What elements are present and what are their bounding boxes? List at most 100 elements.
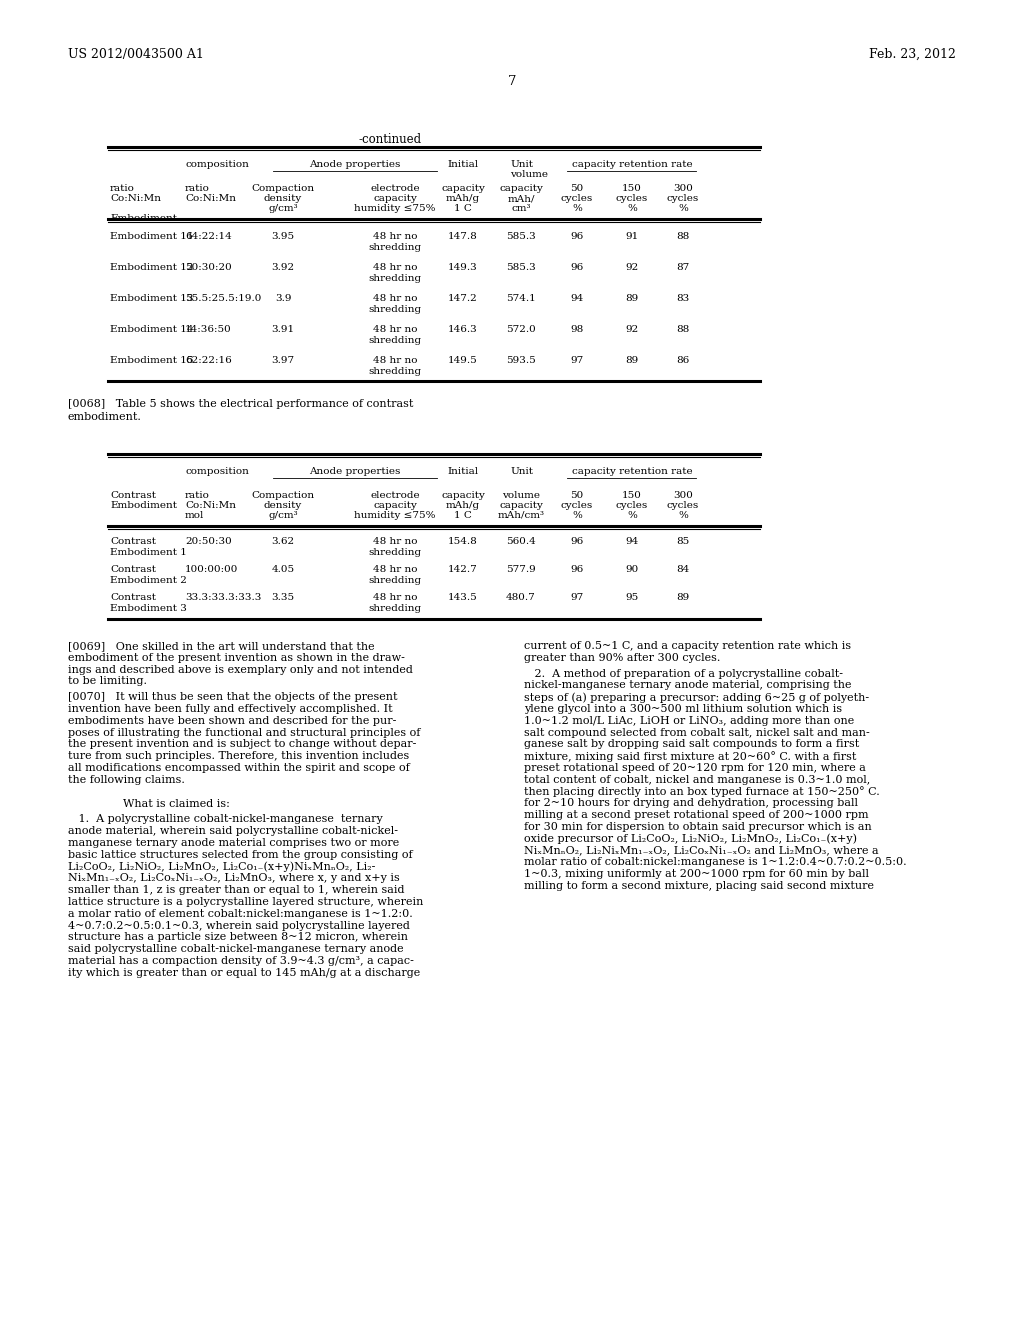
Text: 1 C: 1 C — [454, 205, 472, 213]
Text: 48 hr no: 48 hr no — [373, 356, 417, 366]
Text: a molar ratio of element cobalt:nickel:manganese is 1~1.2:0.: a molar ratio of element cobalt:nickel:m… — [68, 908, 413, 919]
Text: 64:22:14: 64:22:14 — [185, 232, 231, 242]
Text: 83: 83 — [677, 294, 689, 304]
Text: Anode properties: Anode properties — [309, 160, 400, 169]
Text: 96: 96 — [570, 565, 584, 574]
Text: structure has a particle size between 8~12 micron, wherein: structure has a particle size between 8~… — [68, 932, 408, 942]
Text: said polycrystalline cobalt-nickel-manganese ternary anode: said polycrystalline cobalt-nickel-manga… — [68, 944, 403, 954]
Text: 147.8: 147.8 — [449, 232, 478, 242]
Text: steps of (a) preparing a precursor: adding 6~25 g of polyeth-: steps of (a) preparing a precursor: addi… — [524, 692, 869, 702]
Text: 50: 50 — [570, 183, 584, 193]
Text: nickel-manganese ternary anode material, comprising the: nickel-manganese ternary anode material,… — [524, 680, 852, 690]
Text: lattice structure is a polycrystalline layered structure, wherein: lattice structure is a polycrystalline l… — [68, 898, 423, 907]
Text: shredding: shredding — [369, 243, 422, 252]
Text: 48 hr no: 48 hr no — [373, 294, 417, 304]
Text: 100:00:00: 100:00:00 — [185, 565, 239, 574]
Text: 147.2: 147.2 — [449, 294, 478, 304]
Text: Co:Ni:Mn: Co:Ni:Mn — [185, 502, 236, 510]
Text: capacity: capacity — [373, 502, 417, 510]
Text: ture from such principles. Therefore, this invention includes: ture from such principles. Therefore, th… — [68, 751, 410, 762]
Text: 149.3: 149.3 — [449, 263, 478, 272]
Text: 89: 89 — [626, 294, 639, 304]
Text: 96: 96 — [570, 232, 584, 242]
Text: mAh/g: mAh/g — [445, 502, 480, 510]
Text: Embodiment 3: Embodiment 3 — [110, 605, 186, 612]
Text: 585.3: 585.3 — [506, 232, 536, 242]
Text: 142.7: 142.7 — [449, 565, 478, 574]
Text: 48 hr no: 48 hr no — [373, 263, 417, 272]
Text: 1.  A polycrystalline cobalt-nickel-manganese  ternary: 1. A polycrystalline cobalt-nickel-manga… — [68, 814, 383, 825]
Text: 3.9: 3.9 — [274, 294, 291, 304]
Text: 1 C: 1 C — [454, 511, 472, 520]
Text: ylene glycol into a 300~500 ml lithium solution which is: ylene glycol into a 300~500 ml lithium s… — [524, 704, 842, 714]
Text: 88: 88 — [677, 232, 689, 242]
Text: cycles: cycles — [615, 502, 648, 510]
Text: 97: 97 — [570, 593, 584, 602]
Text: shredding: shredding — [369, 576, 422, 585]
Text: NiₓMnₙO₂, Li₂NiₓMn₁₋ₓO₂, Li₂CoₓNi₁₋ₓO₂ and Li₂MnO₃, where a: NiₓMnₙO₂, Li₂NiₓMn₁₋ₓO₂, Li₂CoₓNi₁₋ₓO₂ a… — [524, 846, 879, 855]
Text: for 2~10 hours for drying and dehydration, processing ball: for 2~10 hours for drying and dehydratio… — [524, 799, 858, 808]
Text: shredding: shredding — [369, 305, 422, 314]
Text: milling to form a second mixture, placing said second mixture: milling to form a second mixture, placin… — [524, 880, 874, 891]
Text: 50: 50 — [570, 491, 584, 500]
Text: shredding: shredding — [369, 367, 422, 376]
Text: density: density — [264, 502, 302, 510]
Text: 574.1: 574.1 — [506, 294, 536, 304]
Text: cycles: cycles — [667, 502, 699, 510]
Text: shredding: shredding — [369, 275, 422, 282]
Text: 480.7: 480.7 — [506, 593, 536, 602]
Text: Embodiment: Embodiment — [110, 214, 177, 223]
Text: %: % — [627, 511, 637, 520]
Text: embodiments have been shown and described for the pur-: embodiments have been shown and describe… — [68, 715, 396, 726]
Text: milling at a second preset rotational speed of 200~1000 rpm: milling at a second preset rotational sp… — [524, 810, 868, 820]
Text: ganese salt by dropping said salt compounds to form a first: ganese salt by dropping said salt compou… — [524, 739, 859, 750]
Text: capacity: capacity — [441, 491, 485, 500]
Text: 92: 92 — [626, 263, 639, 272]
Text: [0069]   One skilled in the art will understand that the: [0069] One skilled in the art will under… — [68, 642, 375, 651]
Text: the following claims.: the following claims. — [68, 775, 185, 785]
Text: capacity retention rate: capacity retention rate — [571, 160, 692, 169]
Text: 300: 300 — [673, 183, 693, 193]
Text: Embodiment 1: Embodiment 1 — [110, 548, 186, 557]
Text: 143.5: 143.5 — [449, 593, 478, 602]
Text: capacity: capacity — [499, 502, 543, 510]
Text: Initial: Initial — [447, 467, 478, 477]
Text: %: % — [572, 205, 582, 213]
Text: -continued: -continued — [358, 133, 422, 147]
Text: Embodiment 14: Embodiment 14 — [110, 325, 194, 334]
Text: Embodiment 11: Embodiment 11 — [110, 232, 194, 242]
Text: smaller than 1, z is greater than or equal to 1, wherein said: smaller than 1, z is greater than or equ… — [68, 886, 404, 895]
Text: molar ratio of cobalt:nickel:manganese is 1~1.2:0.4~0.7:0.2~0.5:0.: molar ratio of cobalt:nickel:manganese i… — [524, 858, 906, 867]
Text: NiₓMn₁₋ₓO₂, Li₂CoₓNi₁₋ₓO₂, Li₂MnO₃, where x, y and x+y is: NiₓMn₁₋ₓO₂, Li₂CoₓNi₁₋ₓO₂, Li₂MnO₃, wher… — [68, 874, 399, 883]
Text: Compaction: Compaction — [252, 183, 314, 193]
Text: 7: 7 — [508, 75, 516, 88]
Text: oxide precursor of Li₂CoO₂, Li₂NiO₂, Li₂MnO₂, Li₂Co₁₋(x+y): oxide precursor of Li₂CoO₂, Li₂NiO₂, Li₂… — [524, 834, 857, 845]
Text: Unit: Unit — [510, 467, 534, 477]
Text: Feb. 23, 2012: Feb. 23, 2012 — [869, 48, 956, 61]
Text: 154.8: 154.8 — [449, 537, 478, 546]
Text: 146.3: 146.3 — [449, 325, 478, 334]
Text: 48 hr no: 48 hr no — [373, 232, 417, 242]
Text: 48 hr no: 48 hr no — [373, 325, 417, 334]
Text: Embodiment: Embodiment — [110, 502, 177, 510]
Text: humidity ≤75%: humidity ≤75% — [354, 205, 436, 213]
Text: Co:Ni:Mn: Co:Ni:Mn — [110, 194, 161, 203]
Text: ings and described above is exemplary only and not intended: ings and described above is exemplary on… — [68, 664, 413, 675]
Text: 149.5: 149.5 — [449, 356, 478, 366]
Text: 3.91: 3.91 — [271, 325, 295, 334]
Text: material has a compaction density of 3.9~4.3 g/cm³, a capac-: material has a compaction density of 3.9… — [68, 956, 414, 966]
Text: cycles: cycles — [561, 194, 593, 203]
Text: 55.5:25.5:19.0: 55.5:25.5:19.0 — [185, 294, 261, 304]
Text: electrode: electrode — [371, 183, 420, 193]
Text: embodiment of the present invention as shown in the draw-: embodiment of the present invention as s… — [68, 653, 404, 663]
Text: 98: 98 — [570, 325, 584, 334]
Text: 48 hr no: 48 hr no — [373, 537, 417, 546]
Text: 85: 85 — [677, 537, 689, 546]
Text: cycles: cycles — [667, 194, 699, 203]
Text: current of 0.5~1 C, and a capacity retention rate which is: current of 0.5~1 C, and a capacity reten… — [524, 642, 851, 651]
Text: [0068]   Table 5 shows the electrical performance of contrast: [0068] Table 5 shows the electrical perf… — [68, 399, 414, 409]
Text: 14:36:50: 14:36:50 — [185, 325, 231, 334]
Text: Contrast: Contrast — [110, 537, 156, 546]
Text: %: % — [678, 511, 688, 520]
Text: 96: 96 — [570, 263, 584, 272]
